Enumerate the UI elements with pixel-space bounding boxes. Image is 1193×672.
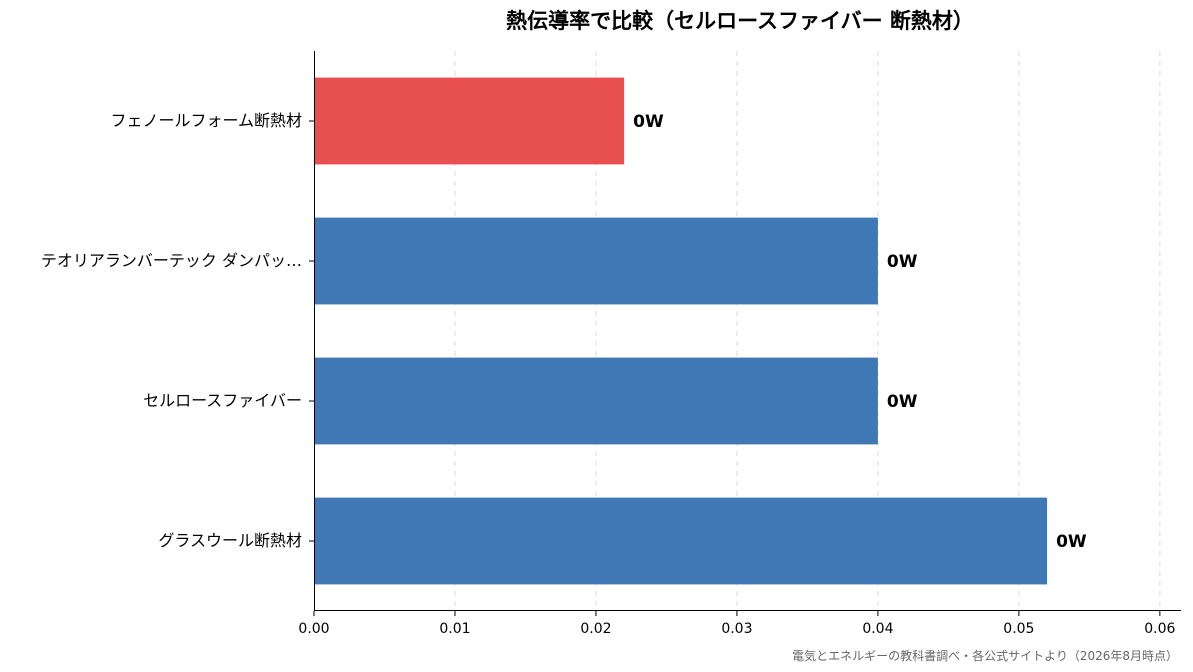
- source-note: 電気とエネルギーの教科書調べ・各公式サイトより（2026年8月時点）: [792, 648, 1178, 663]
- data-labels: 0W 0W 0W 0W: [633, 112, 1087, 552]
- x-tick-label: 0.03: [721, 621, 752, 637]
- chart-title: 熱伝導率で比較（セルロースファイバー 断熱材）: [506, 9, 974, 33]
- x-axis-ticks: 0.00 0.01 0.02 0.03 0.04 0.05 0.06: [298, 611, 1176, 637]
- y-tick-label: セルロースファイバー: [143, 391, 302, 410]
- x-tick-label: 0.01: [439, 621, 470, 637]
- bar-data-label: 0W: [887, 252, 918, 272]
- y-tick-label: テオリアランバーテック ダンパッ…: [41, 251, 302, 270]
- x-tick-label: 0.00: [298, 621, 329, 637]
- x-tick-label: 0.06: [1144, 621, 1175, 637]
- y-tick-label: フェノールフォーム断熱材: [110, 111, 302, 130]
- bar: [314, 357, 878, 445]
- x-tick-label: 0.02: [580, 621, 611, 637]
- bar: [314, 217, 878, 305]
- bar-data-label: 0W: [633, 112, 664, 132]
- x-tick-label: 0.04: [862, 621, 893, 637]
- bars: [314, 77, 1048, 585]
- x-tick-label: 0.05: [1003, 621, 1034, 637]
- bar-data-label: 0W: [1056, 532, 1087, 552]
- bar-data-label: 0W: [887, 392, 918, 412]
- y-tick-label: グラスウール断熱材: [158, 531, 302, 550]
- bar: [314, 77, 625, 165]
- bar: [314, 497, 1048, 585]
